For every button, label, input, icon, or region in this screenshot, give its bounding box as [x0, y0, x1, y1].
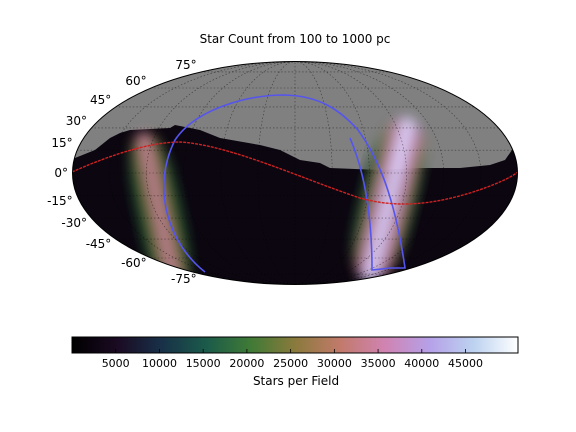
latitude-label: 60° — [125, 74, 146, 88]
colorbar-tick-label: 35000 — [361, 357, 396, 370]
latitude-label: -75° — [171, 272, 197, 286]
galactic-plane-line — [163, 94, 406, 273]
latitude-label: -15° — [47, 194, 73, 208]
latitude-label: -45° — [86, 237, 112, 251]
meridian-line — [294, 61, 482, 285]
meridian-line — [220, 61, 296, 285]
meridian-line — [294, 61, 407, 285]
colorbar-tick-label: 40000 — [404, 357, 439, 370]
latitude-label: -30° — [61, 216, 87, 230]
colorbar-tick-label: 30000 — [317, 357, 352, 370]
colorbar: 5000 10000 15000 20000 25000 30000 35000 40000 4… — [71, 336, 519, 388]
meridian-line — [294, 61, 370, 285]
latitude-label: -60° — [121, 256, 147, 270]
colorbar-tick-label: 5000 — [102, 357, 130, 370]
colorbar-tick-label: 45000 — [448, 357, 483, 370]
ecliptic-line — [72, 141, 518, 205]
colorbar-ticks: 5000 10000 15000 20000 25000 30000 35000 40000 4… — [102, 349, 483, 370]
map-border — [72, 61, 518, 285]
sky-map — [72, 61, 518, 285]
meridian-line — [108, 61, 296, 285]
galactic-band-left — [129, 131, 191, 285]
latitude-label: 30° — [66, 114, 87, 128]
latitude-label: 0° — [54, 166, 68, 180]
latitude-label: 75° — [175, 58, 196, 72]
colorbar-tick-label: 15000 — [186, 357, 221, 370]
colorbar-label: Stars per Field — [253, 374, 339, 388]
latitude-labels: 75° 60° 45°30° 15° 0° -15° -30° -45° -60° -75° — [47, 58, 197, 286]
meridian-line — [183, 61, 296, 285]
colorbar-gradient — [71, 336, 519, 354]
colorbar-tick-label: 25000 — [273, 357, 308, 370]
latitude-label: 15° — [51, 136, 72, 150]
colorbar-tick-label: 20000 — [229, 357, 264, 370]
latitude-label: 45° — [90, 93, 111, 107]
meridian-line — [257, 61, 296, 285]
colorbar-tick-label: 10000 — [142, 357, 177, 370]
chart-title: Star Count from 100 to 1000 pc — [200, 32, 391, 46]
meridian-line — [294, 61, 333, 285]
graticule — [72, 61, 518, 285]
